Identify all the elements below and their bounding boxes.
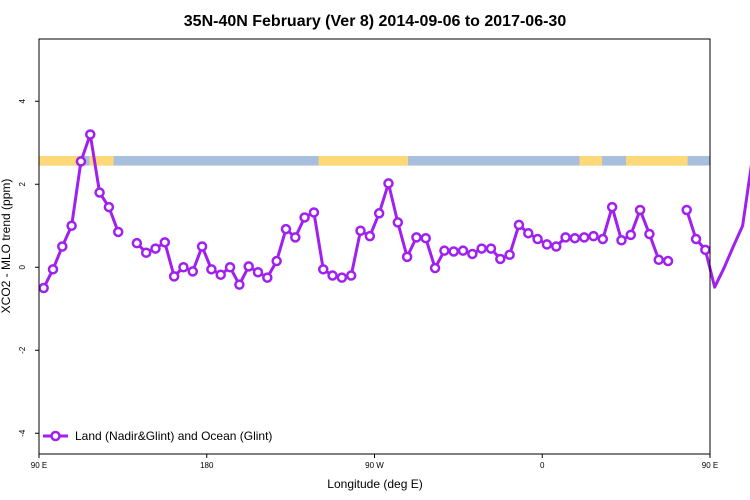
data-point — [606, 201, 618, 213]
data-point — [644, 228, 655, 240]
data-point — [392, 217, 404, 228]
chart-title: 35N-40N February (Ver 8) 2014-09-06 to 2… — [184, 13, 567, 30]
data-point — [569, 232, 581, 244]
y-tick-label: 0 — [18, 264, 27, 269]
data-point — [262, 272, 273, 283]
data-point — [355, 225, 366, 236]
data-point — [112, 226, 124, 238]
data-point — [550, 241, 562, 252]
data-point — [280, 223, 292, 235]
data-point — [75, 156, 87, 167]
legend-marker-swatch — [50, 430, 61, 442]
data-point — [187, 266, 199, 277]
data-point — [308, 207, 320, 218]
legend: Land (Nadir&Glint) and Ocean (Glint) — [43, 429, 272, 443]
data-point — [625, 229, 637, 241]
data-point — [57, 241, 68, 252]
data-point — [215, 269, 226, 280]
data-point — [634, 204, 646, 216]
data-point — [523, 227, 534, 239]
data-point — [429, 262, 441, 274]
data-point — [411, 232, 422, 243]
data-point — [131, 237, 143, 249]
y-axis-label: XCO2 - MLO trend (ppm) — [0, 179, 13, 314]
data-point — [178, 262, 189, 273]
data-point — [66, 220, 77, 231]
data-point — [168, 271, 180, 282]
land-band-segment — [318, 156, 409, 166]
data-point — [38, 282, 49, 294]
data-point — [196, 241, 208, 252]
data-point — [234, 279, 245, 290]
y-tick-label: -4 — [18, 429, 27, 437]
data-point — [243, 261, 254, 272]
x-tick-label: 0 — [540, 461, 545, 470]
land-ocean-band — [39, 156, 710, 166]
x-tick-label: 180 — [200, 461, 214, 470]
data-point — [448, 246, 459, 257]
data-point — [373, 208, 385, 219]
data-point — [653, 254, 664, 266]
y-tick-label: 4 — [18, 98, 27, 103]
data-point — [103, 201, 115, 213]
data-point — [401, 251, 413, 263]
data-point — [271, 255, 282, 267]
data-point — [140, 247, 152, 258]
land-band-segment — [89, 156, 114, 166]
data-point — [690, 233, 702, 245]
data-point — [299, 212, 310, 223]
data-point — [700, 244, 711, 256]
data-point — [85, 129, 96, 140]
land-band-segment — [626, 156, 688, 166]
data-point — [383, 178, 394, 189]
y-axis: -4 -2 0 2 4 — [18, 98, 39, 437]
data-point — [290, 232, 301, 243]
data-point — [504, 249, 515, 261]
data-point — [224, 262, 236, 273]
series-points-layer — [38, 129, 711, 294]
data-point — [467, 248, 478, 260]
data-point — [345, 270, 357, 281]
x-axis-label: Longitude (deg E) — [327, 477, 422, 491]
data-point — [662, 255, 674, 267]
y-tick-label: 2 — [18, 181, 27, 186]
data-point — [252, 266, 264, 278]
data-point — [578, 232, 590, 243]
data-point — [150, 243, 161, 254]
x-axis: 90 E 180 90 W 0 90 E — [31, 454, 718, 470]
data-point — [616, 235, 627, 246]
data-point — [364, 230, 376, 242]
data-point — [532, 233, 543, 245]
data-point — [495, 253, 506, 265]
data-point — [159, 237, 171, 248]
x-tick-label: 90 E — [702, 461, 718, 470]
data-point — [336, 272, 348, 283]
data-point — [206, 264, 217, 275]
land-band-segment — [579, 156, 602, 166]
data-point — [94, 187, 105, 198]
data-point — [588, 230, 599, 242]
data-point — [476, 243, 487, 254]
data-point — [47, 264, 59, 275]
legend-label: Land (Nadir&Glint) and Ocean (Glint) — [75, 429, 272, 443]
data-point — [560, 232, 571, 243]
x-tick-label: 90 E — [31, 461, 47, 470]
data-point — [317, 264, 329, 275]
land-band-segment — [39, 156, 81, 166]
data-point — [439, 245, 450, 256]
data-point — [681, 204, 692, 216]
data-point — [513, 219, 525, 231]
data-point — [457, 245, 469, 256]
data-point — [597, 233, 609, 245]
data-point — [485, 243, 497, 254]
data-point — [420, 232, 432, 244]
y-tick-label: -2 — [18, 346, 27, 354]
x-tick-label: 90 W — [365, 461, 384, 470]
data-point — [541, 239, 553, 250]
data-point — [327, 270, 338, 281]
